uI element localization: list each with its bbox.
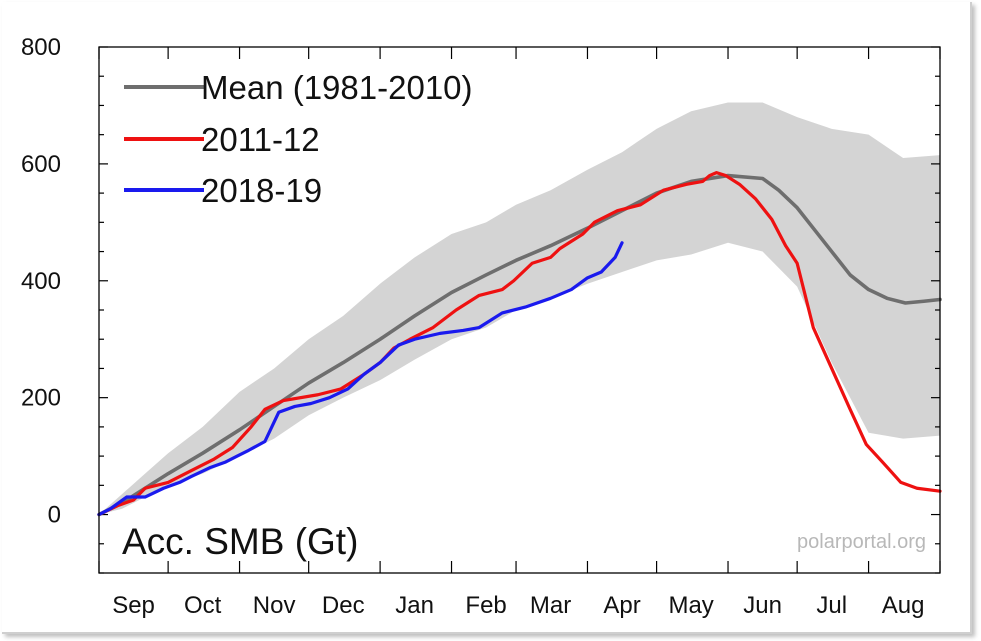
watermark: polarportal.org xyxy=(797,531,926,553)
x-tick-label: Jul xyxy=(816,592,847,619)
series-layer xyxy=(97,171,942,517)
y-tick-label: 800 xyxy=(21,34,61,61)
legend-label-2011-12: 2011-12 xyxy=(201,121,320,158)
y-tick-label: 600 xyxy=(21,151,61,178)
series-line-2011-12 xyxy=(97,171,942,517)
y-tick-label: 0 xyxy=(48,502,61,529)
x-tick-label: Jun xyxy=(743,592,782,619)
plot-border xyxy=(98,46,941,574)
y-tick-label: 200 xyxy=(21,385,61,412)
series-line-2018-19 xyxy=(97,241,624,517)
legend-label-mean: Mean (1981-2010) xyxy=(201,69,473,106)
x-tick-label: May xyxy=(668,592,713,619)
x-tick-label: Mar xyxy=(530,592,571,619)
legend-label-2018-19: 2018-19 xyxy=(201,172,322,209)
x-tick-label: Sep xyxy=(112,592,155,619)
x-tick-label: Oct xyxy=(184,592,222,619)
y-tick-label: 400 xyxy=(21,268,61,295)
chart-title: Acc. SMB (Gt) xyxy=(122,521,358,562)
x-tick-label: Nov xyxy=(253,592,296,619)
x-tick-label: Feb xyxy=(465,592,506,619)
x-tick-label: Dec xyxy=(322,592,365,619)
legend: Mean (1981-2010) 2011-12 2018-19 xyxy=(124,69,473,209)
x-tick-label: Apr xyxy=(603,592,640,619)
axes-layer: 0 200 400 600 800 Sep Oct Nov Dec Jan Feb Mar Apr May… xyxy=(21,34,941,619)
x-tick-label: Aug xyxy=(882,592,925,619)
x-tick-label: Jan xyxy=(395,592,434,619)
